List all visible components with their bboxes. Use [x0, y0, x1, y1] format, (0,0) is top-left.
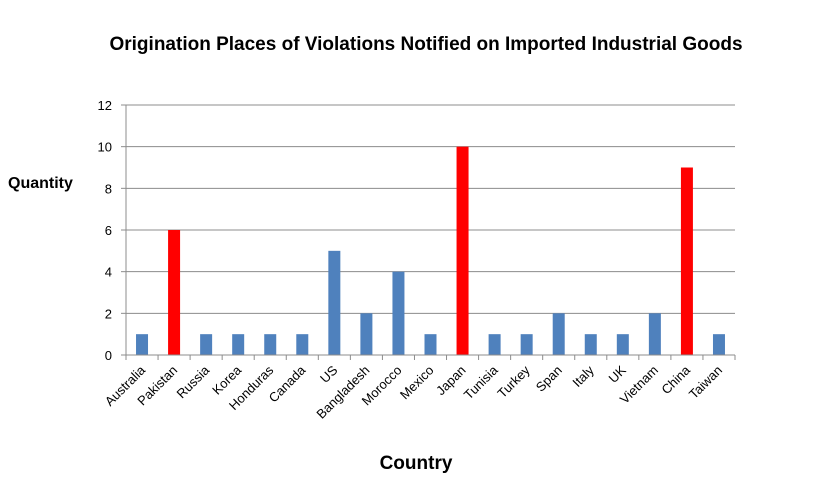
- y-tick-label: 2: [105, 306, 112, 321]
- bar-canada: [296, 334, 309, 355]
- x-tick-label: Taiwan: [686, 363, 725, 402]
- x-tick-label: Span: [533, 363, 565, 395]
- y-axis-title: Quantity: [8, 175, 73, 192]
- bar-taiwan: [712, 334, 725, 355]
- bar-japan: [456, 146, 469, 355]
- grid-lines: [126, 104, 735, 314]
- x-tick-label: Italy: [569, 362, 597, 390]
- bar-italy: [584, 334, 597, 355]
- x-tick-label: UK: [606, 362, 630, 386]
- x-tick-label: Tunisia: [461, 362, 501, 402]
- bars: [136, 146, 725, 355]
- bar-australia: [136, 334, 149, 355]
- x-tick-labels: AustraliaPakistanRussiaKoreaHondurasCana…: [102, 362, 725, 422]
- bar-mexico: [424, 334, 437, 355]
- bar-korea: [232, 334, 245, 355]
- y-tick-labels: 0 2 4 6 8 10 12: [98, 98, 126, 363]
- bar-morocco: [392, 271, 405, 355]
- bar-turkey: [520, 334, 533, 355]
- x-tick-label: Turkey: [494, 362, 533, 401]
- y-tick-label: 10: [98, 140, 112, 155]
- bar-russia: [200, 334, 213, 355]
- chart-title: Origination Places of Violations Notifie…: [109, 34, 742, 55]
- y-tick-label: 8: [105, 181, 112, 196]
- x-tick-label: Canada: [266, 362, 309, 405]
- x-axis-title: Country: [380, 453, 453, 474]
- bar-span: [552, 313, 565, 355]
- x-tick-label: US: [317, 362, 341, 386]
- y-tick-label: 4: [105, 265, 112, 280]
- bar-honduras: [264, 334, 277, 355]
- bar-tunisia: [488, 334, 501, 355]
- x-tick-label: Mexico: [397, 363, 437, 403]
- bar-pakistan: [168, 230, 181, 355]
- bar-us: [328, 250, 341, 355]
- x-axis: [125, 105, 736, 360]
- y-tick-label: 0: [105, 348, 112, 363]
- y-tick-label: 6: [105, 223, 112, 238]
- bar-vietnam: [648, 313, 661, 355]
- y-tick-label: 12: [98, 98, 112, 113]
- bar-china: [680, 167, 693, 355]
- x-tick-label: Russia: [174, 362, 213, 401]
- bar-bangladesh: [360, 313, 373, 355]
- bar-uk: [616, 334, 629, 355]
